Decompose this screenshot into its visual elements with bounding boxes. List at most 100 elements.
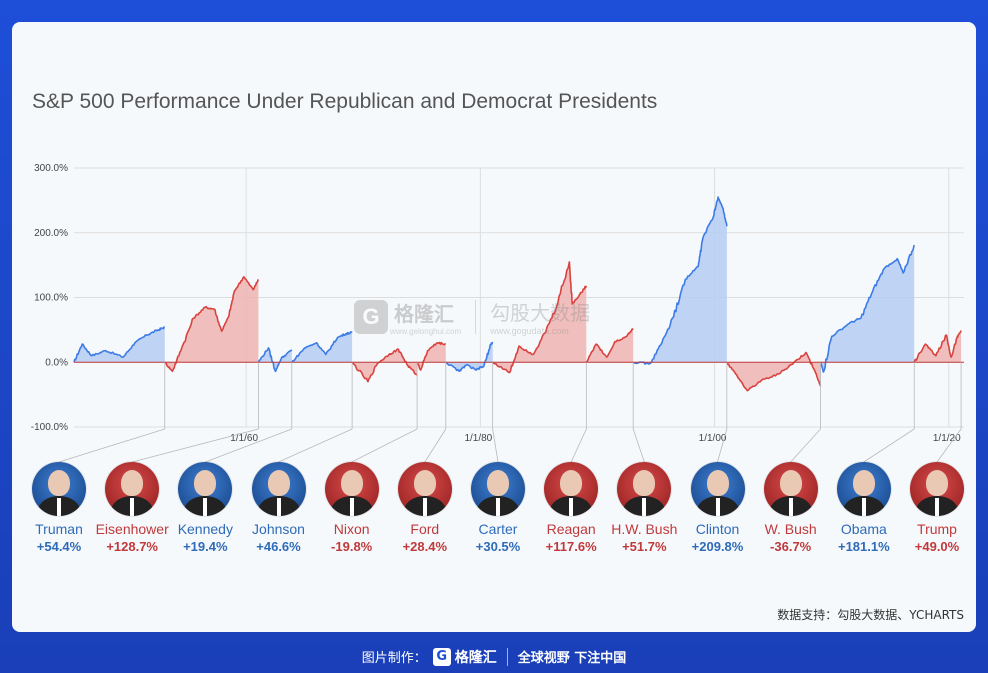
area-trump <box>914 330 962 363</box>
president-return: +181.1% <box>837 539 890 554</box>
x-tick-label: 1/1/80 <box>464 433 492 444</box>
leader-layer <box>58 362 962 462</box>
president-return: +30.5% <box>475 539 521 554</box>
series-line-nixon <box>351 348 418 383</box>
president-name: Trump <box>917 521 957 537</box>
leader-line <box>717 428 728 462</box>
avatar <box>910 462 964 516</box>
area-eisenhower <box>164 276 259 372</box>
footer-divider <box>506 647 508 666</box>
area-clinton <box>633 197 727 365</box>
y-tick-label: 200.0% <box>34 228 68 239</box>
leader-line <box>351 428 418 462</box>
grid-layer <box>74 167 964 428</box>
president-return: +54.4% <box>36 539 82 554</box>
avatar <box>544 462 599 516</box>
avatar <box>178 462 233 516</box>
president-johnson: Johnson +46.6% <box>239 462 319 554</box>
series-line-ford <box>416 341 446 371</box>
leader-line <box>278 428 353 462</box>
president-carter: Carter +30.5% <box>458 462 538 554</box>
president-w-bush: W. Bush -36.7% <box>751 462 831 554</box>
avatar <box>251 462 306 516</box>
chart-svg: 300.0% 200.0% 100.0% 0.0% -100.0% 1/1/60 1/1/8… <box>31 163 964 462</box>
x-tick-label: 1/1/60 <box>230 433 258 444</box>
area-h-w-bush <box>586 328 634 363</box>
leader-line <box>132 428 259 462</box>
leader-line <box>58 428 165 462</box>
footer-slogan: 全球视野 下注中国 <box>517 651 627 666</box>
area-layer <box>73 196 962 392</box>
series-line-reagan <box>492 261 588 374</box>
president-name: Reagan <box>546 521 596 537</box>
avatar <box>32 462 86 516</box>
avatar <box>617 462 672 516</box>
leader-line <box>492 428 499 462</box>
series-line-truman <box>73 326 166 363</box>
axis-layer: 300.0% 200.0% 100.0% 0.0% -100.0% 1/1/60 1/1/8… <box>31 163 964 444</box>
president-name: W. Bush <box>764 521 817 537</box>
president-return: +49.0% <box>914 539 960 554</box>
president-reagan: Reagan +117.6% <box>531 462 611 554</box>
president-nixon: Nixon -19.8% <box>312 462 392 554</box>
avatar <box>105 462 160 516</box>
president-ford: Ford +28.4% <box>385 462 465 554</box>
president-truman: Truman +54.4% <box>19 462 99 554</box>
series-line-kennedy <box>257 347 293 373</box>
area-nixon <box>352 349 418 382</box>
leader-line <box>790 428 821 462</box>
president-obama: Obama +181.1% <box>824 462 904 554</box>
footer-label: 图片制作： <box>361 651 427 666</box>
series-line-eisenhower <box>164 276 260 373</box>
president-name: Clinton <box>695 521 740 537</box>
avatar <box>763 462 818 516</box>
leader-line <box>863 428 915 462</box>
president-return: +117.6% <box>545 539 597 554</box>
avatar <box>397 462 452 516</box>
area-w-bush <box>726 352 821 391</box>
area-ford <box>417 342 446 370</box>
leader-line <box>424 428 447 462</box>
president-return: +128.7% <box>106 539 158 554</box>
president-return: +46.6% <box>256 539 301 554</box>
president-trump: Trump +49.0% <box>897 462 976 554</box>
president-row: Truman +54.4% Eisenhower +128.7% Kennedy +19.… <box>12 462 976 572</box>
series-line-clinton <box>632 196 728 365</box>
area-carter <box>445 342 493 372</box>
series-line-trump <box>913 330 962 363</box>
president-clinton: Clinton +209.8% <box>678 462 758 554</box>
president-name: Nixon <box>333 521 370 537</box>
x-tick-label: 1/1/20 <box>933 433 961 444</box>
leader-line <box>936 428 962 462</box>
avatar <box>836 462 891 516</box>
avatar <box>690 462 745 516</box>
avatar <box>471 462 525 516</box>
president-return: +19.4% <box>183 539 228 554</box>
area-truman <box>74 327 165 363</box>
avatar <box>324 462 379 516</box>
president-return: +209.8% <box>691 539 744 554</box>
president-h-w-bush: H.W. Bush +51.7% <box>604 462 684 554</box>
president-name: Kennedy <box>177 521 233 537</box>
leader-line <box>632 428 645 462</box>
footer-brand-name: 格隆汇 <box>454 649 497 666</box>
area-reagan <box>492 261 587 373</box>
president-name: Carter <box>478 521 518 537</box>
chart-title: S&P 500 Performance Under Republican and… <box>32 90 658 113</box>
series-line-w-bush <box>726 351 822 392</box>
president-name: Ford <box>410 521 440 537</box>
source-note: 数据支持：勾股大数据、YCHARTS <box>777 608 964 622</box>
president-name: Johnson <box>252 521 305 537</box>
leader-line <box>570 428 587 462</box>
president-return: -36.7% <box>770 539 812 554</box>
area-obama <box>820 245 915 372</box>
series-line-johnson <box>291 331 353 363</box>
president-kennedy: Kennedy +19.4% <box>165 462 245 554</box>
footer-bar: 图片制作： G 格隆汇 全球视野 下注中国 <box>0 640 988 673</box>
president-return: -19.8% <box>331 539 373 554</box>
president-eisenhower: Eisenhower +128.7% <box>92 462 172 554</box>
y-tick-label: 300.0% <box>34 163 68 174</box>
area-kennedy <box>258 348 292 372</box>
y-tick-label: 0.0% <box>45 357 68 368</box>
leader-line <box>205 428 292 462</box>
